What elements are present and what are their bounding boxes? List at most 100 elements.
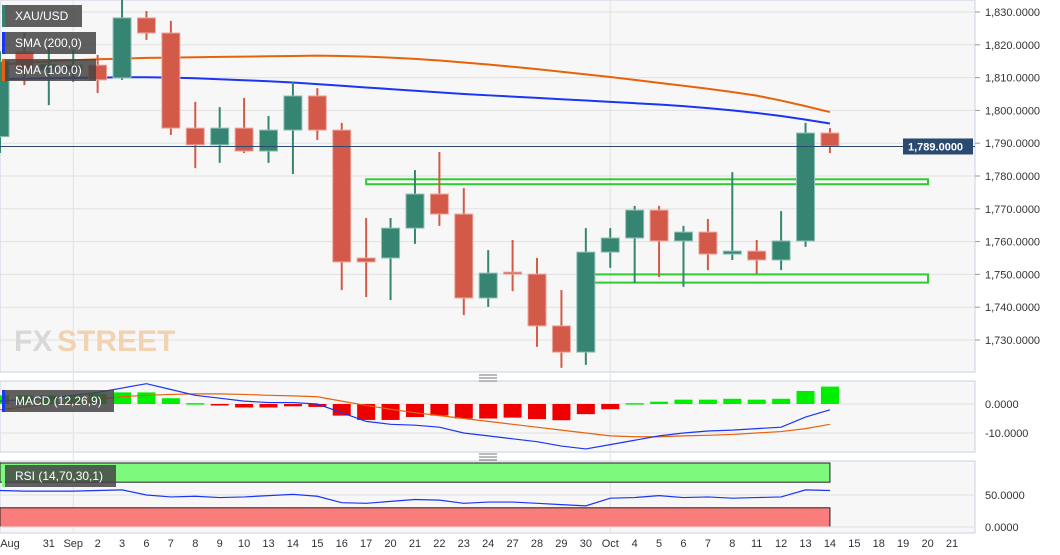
candle-body — [820, 132, 840, 147]
candle-body — [405, 193, 425, 229]
date-tick-label: 14 — [824, 538, 836, 550]
rsi-tick-label: 50.0000 — [985, 490, 1025, 502]
date-tick-label: 22 — [433, 538, 445, 550]
candle — [625, 205, 645, 283]
rsi-label-text: RSI (14,70,30,1) — [15, 469, 103, 483]
macd-label-bg — [2, 390, 114, 412]
candle-body — [478, 272, 498, 299]
price-tick-label: 1,770.0000 — [985, 204, 1040, 216]
candle-body — [673, 231, 693, 242]
rsi-label-bg — [2, 465, 116, 487]
candle-body — [551, 325, 571, 353]
macd-histogram-bar — [186, 403, 205, 405]
macd-line — [0, 383, 831, 450]
date-tick-label: 17 — [360, 538, 372, 550]
candle — [307, 88, 327, 140]
candle — [429, 152, 449, 226]
macd-histogram-bar — [723, 398, 742, 404]
rsi-label-color — [2, 465, 5, 487]
macd-histogram-bar — [650, 401, 669, 404]
candle-body — [112, 17, 132, 79]
date-tick-label: 6 — [143, 538, 149, 550]
date-tick-label: Sep — [63, 538, 83, 550]
candle — [112, 0, 132, 80]
macd-histogram-bar — [601, 404, 620, 410]
candle — [405, 170, 425, 244]
date-tick-label: 7 — [705, 538, 711, 550]
date-tick-label: 13 — [799, 538, 811, 550]
macd-histogram-bar — [308, 404, 327, 407]
candle-body — [283, 95, 303, 131]
candle — [527, 258, 547, 347]
candle — [136, 11, 156, 40]
rsi-line — [0, 489, 830, 507]
candle — [747, 239, 767, 275]
price-tick-label: 1,750.0000 — [985, 269, 1040, 281]
date-tick-label: 16 — [336, 538, 348, 550]
macd-histogram-bar — [747, 399, 766, 404]
macd-histogram-bar — [381, 404, 400, 420]
candle — [771, 211, 791, 271]
date-tick-label: 10 — [238, 538, 250, 550]
candle-body — [210, 127, 230, 146]
candle-body — [698, 231, 718, 255]
date-tick-label: 21 — [409, 538, 421, 550]
candle — [454, 188, 474, 316]
candle-body — [625, 209, 645, 239]
date-tick-label: 23 — [458, 538, 470, 550]
candle — [576, 228, 596, 365]
date-tick-label: 15 — [848, 538, 860, 550]
price-tick-label: 1,760.0000 — [985, 237, 1040, 249]
date-tick-label: 15 — [311, 538, 323, 550]
candle-body — [185, 127, 205, 146]
date-tick-label: 27 — [506, 538, 518, 550]
last-price-badge — [903, 138, 973, 155]
macd-histogram-bar — [283, 404, 302, 407]
date-tick-label: 2 — [95, 538, 101, 550]
macd-histogram-bar — [210, 404, 229, 406]
candle-body — [0, 60, 10, 138]
candle-body — [796, 132, 816, 242]
price-tick-label: 1,730.0000 — [985, 335, 1040, 347]
sma-100-label-text: SMA (100,0) — [15, 63, 82, 77]
date-tick-label: 21 — [946, 538, 958, 550]
panel-resize-handle[interactable] — [479, 374, 497, 382]
sma-100-line — [0, 76, 831, 125]
sma-200-label-color — [2, 32, 5, 54]
candle-body — [527, 273, 547, 327]
candle — [234, 97, 254, 154]
macd-histogram-bar — [503, 404, 522, 418]
rsi-oversold-zone — [0, 507, 831, 528]
candle-body — [381, 227, 401, 259]
macd-histogram-bar — [454, 404, 473, 419]
candle-body — [429, 193, 449, 215]
candle — [283, 81, 303, 175]
date-tick-label: 12 — [775, 538, 787, 550]
last-price-label: 1,789.0000 — [908, 141, 963, 153]
macd-histogram-bar — [161, 398, 180, 404]
candle-body — [454, 213, 474, 299]
macd-histogram-bar — [528, 404, 547, 420]
sma-200-label-bg — [2, 32, 96, 54]
macd-histogram-bar — [674, 399, 693, 404]
macd-histogram-bar — [405, 404, 424, 418]
macd-label: MACD (12,26,9) — [2, 390, 114, 412]
panel-resize-handle[interactable] — [479, 453, 497, 461]
price-tick-label: 1,830.0000 — [985, 7, 1040, 19]
macd-histogram-bar — [698, 399, 717, 404]
sma-100-label-color — [2, 59, 5, 81]
candle-body — [722, 250, 742, 255]
macd-histogram-bar — [430, 404, 449, 416]
date-tick-label: 29 — [555, 538, 567, 550]
candle — [0, 51, 10, 154]
sma-100-label: SMA (100,0) — [2, 59, 96, 81]
candle-body — [356, 257, 376, 263]
price-tick-label: 1,790.0000 — [985, 138, 1040, 150]
candle-body — [649, 209, 669, 242]
date-tick-label: Aug — [0, 538, 20, 550]
candle-body — [771, 240, 791, 261]
macd-histogram-bar — [479, 404, 498, 419]
symbol-label: XAU/USD — [2, 5, 82, 27]
rsi-overbought-zone — [0, 462, 831, 483]
candle — [381, 217, 401, 300]
